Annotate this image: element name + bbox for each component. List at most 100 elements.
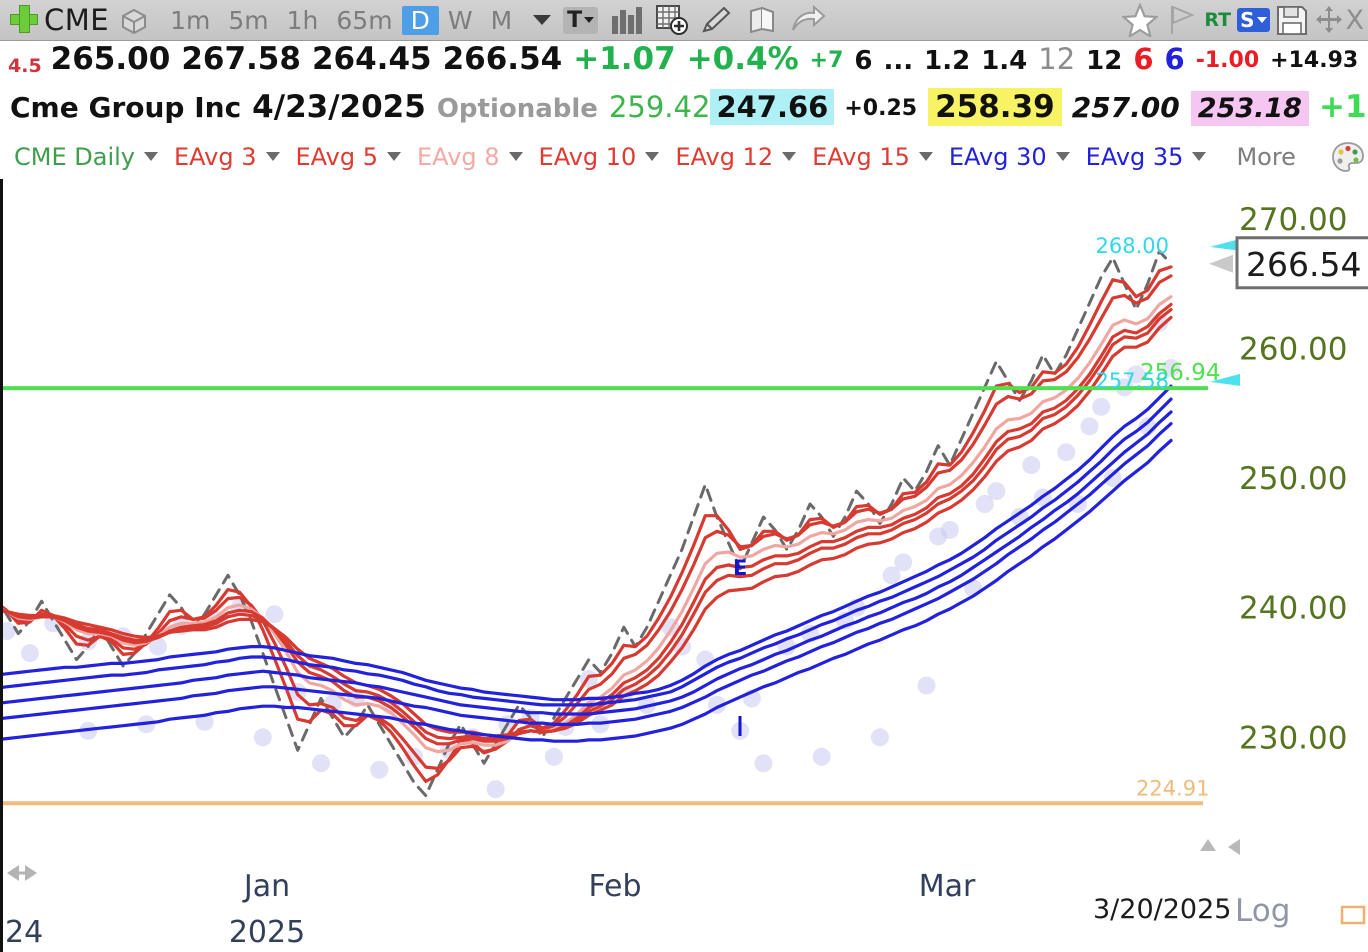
floppy-save-icon[interactable] <box>1276 4 1308 36</box>
indicator-eavg-12[interactable]: EAvg 12 <box>675 143 808 171</box>
star-icon[interactable] <box>1122 3 1159 37</box>
chevron-down-icon[interactable] <box>1192 152 1207 161</box>
move-icon[interactable] <box>1314 5 1344 35</box>
pencil-icon[interactable] <box>700 5 732 35</box>
indicator-label: EAvg 8 <box>417 142 500 171</box>
chevron-down-icon[interactable] <box>918 152 933 161</box>
metric-gray-12: 12 <box>1038 42 1076 76</box>
x-axis-month-label: Jan <box>242 869 290 904</box>
metric-negative: -1.00 <box>1195 48 1260 73</box>
x-axis-month-label: Mar <box>919 869 976 904</box>
series-line <box>3 397 1173 707</box>
close-icon[interactable]: X <box>1345 4 1365 36</box>
indicator-eavg-5[interactable]: EAvg 5 <box>296 143 414 171</box>
quote-row-secondary: Cme Group Inc 4/23/2025 Optionable 259.4… <box>0 88 1368 134</box>
metric-1-2: 1.2 <box>924 46 971 76</box>
quote-date: 4/23/2025 <box>252 89 426 125</box>
indicator-label: EAvg 12 <box>675 142 774 171</box>
copy-icon[interactable] <box>746 5 778 35</box>
cyan-highlight-value: 247.66 <box>710 89 835 125</box>
small-change-value: +0.25 <box>844 96 918 121</box>
series-line <box>3 422 1173 727</box>
alert-box-icon[interactable] <box>1340 905 1366 925</box>
indicator-eavg-3[interactable]: EAvg 3 <box>174 143 292 171</box>
last-price-value: 266.54 <box>1246 245 1361 284</box>
bar-chart-icon[interactable] <box>610 6 644 34</box>
timeframe-monthly[interactable]: M <box>490 5 513 35</box>
chevron-down-icon[interactable] <box>782 152 797 161</box>
timeframe-weekly[interactable]: W <box>447 5 473 35</box>
chevron-down-icon[interactable] <box>508 152 523 161</box>
series-line <box>3 295 1173 754</box>
series-line <box>3 315 1173 738</box>
realtime-label[interactable]: RT <box>1204 9 1232 31</box>
indicator-label: EAvg 35 <box>1085 142 1184 171</box>
axis-marker-arrow <box>1210 238 1240 251</box>
scroll-up-handle[interactable] <box>1200 839 1216 851</box>
chart-canvas[interactable]: 256.94 224.91 268.00 257.58 270.00 260.00 250.… <box>3 179 1368 952</box>
earnings-marker-label[interactable]: E <box>733 556 747 580</box>
horizontal-line-label: 256.94 <box>1140 360 1220 386</box>
chevron-down-icon <box>1256 17 1267 23</box>
axis-marker-label: 257.58 <box>1096 369 1169 393</box>
indicator-bar: CME Daily EAvg 3 EAvg 5 EAvg 8 EAvg 10 E… <box>0 134 1368 179</box>
indicator-label: EAvg 15 <box>812 142 910 171</box>
green-reference-value: 259.42 <box>608 90 711 124</box>
indicator-eavg-35[interactable]: EAvg 35 <box>1086 143 1219 171</box>
horizontal-resize-icon[interactable] <box>7 865 37 881</box>
indicator-eavg-10[interactable]: EAvg 10 <box>539 143 672 171</box>
last-price-box[interactable] <box>1235 236 1368 290</box>
style-badge-button[interactable]: S <box>1237 8 1270 32</box>
italic-reference-value: 257.00 <box>1071 91 1180 124</box>
y-axis-tick-label: 230.00 <box>1239 720 1347 756</box>
indicator-eavg-15[interactable]: EAvg 15 <box>812 143 945 171</box>
timeframe-1h[interactable]: 1h <box>286 5 319 35</box>
timeframe-65m[interactable]: 65m <box>336 5 393 35</box>
x-axis-month-label: Feb <box>588 869 641 904</box>
metric-1-4: 1.4 <box>981 46 1028 76</box>
chevron-down-icon <box>584 17 595 23</box>
flag-icon[interactable] <box>1168 4 1198 36</box>
symbol-label[interactable]: CME <box>44 3 110 37</box>
series-line <box>3 274 1173 771</box>
y-axis-tick-label: 260.00 <box>1239 332 1347 368</box>
timeframe-5m[interactable]: 5m <box>228 5 269 35</box>
metric-red-6: 6 <box>1133 42 1154 76</box>
low-value: 264.45 <box>311 41 432 77</box>
color-palette-icon[interactable] <box>1331 140 1365 174</box>
indicator-more-button[interactable]: More <box>1236 142 1296 171</box>
scroll-left-handle[interactable] <box>1228 839 1240 855</box>
style-badge-label: S <box>1240 8 1255 32</box>
price-chart-panel[interactable]: 256.94 224.91 268.00 257.58 270.00 260.00 250.… <box>0 179 1368 952</box>
chevron-down-icon[interactable] <box>143 152 158 161</box>
share-arrow-icon[interactable] <box>790 5 826 35</box>
main-toolbar: CME 1m 5m 1h 65m D W M T <box>0 0 1368 41</box>
y-axis-tick-label: 270.00 <box>1239 202 1347 238</box>
chevron-down-icon[interactable] <box>645 152 660 161</box>
chevron-down-icon[interactable] <box>533 15 552 25</box>
y-axis-tick-label: 240.00 <box>1239 591 1347 627</box>
x-axis-year-label: 2025 <box>229 915 305 950</box>
big-green-change: +13.36 <box>1318 89 1368 125</box>
ellipsis-value: ... <box>883 46 914 76</box>
indicator-eavg-30[interactable]: EAvg 30 <box>949 143 1082 171</box>
grid-add-icon[interactable] <box>656 5 689 35</box>
text-tool-button[interactable]: T <box>563 6 599 34</box>
cube-icon[interactable] <box>117 5 151 35</box>
plus-icon[interactable] <box>10 5 40 35</box>
indicator-cme-daily[interactable]: CME Daily <box>14 143 170 171</box>
axis-marker-label: 268.00 <box>1096 234 1169 258</box>
timeframe-daily[interactable]: D <box>401 5 439 35</box>
timeframe-1m[interactable]: 1m <box>170 5 211 35</box>
log-scale-toggle[interactable]: Log <box>1235 893 1290 929</box>
indicator-label: CME Daily <box>14 142 135 171</box>
chevron-down-icon[interactable] <box>1055 152 1070 161</box>
high-value: 267.58 <box>181 41 301 77</box>
chevron-down-icon[interactable] <box>387 152 402 161</box>
horizontal-line-label: 224.91 <box>1136 776 1209 800</box>
chevron-down-icon[interactable] <box>265 152 280 161</box>
indicator-label: EAvg 3 <box>173 142 257 171</box>
metric-blue-6: 6 <box>1164 42 1185 76</box>
indicator-eavg-8[interactable]: EAvg 8 <box>417 143 535 171</box>
indicator-label: EAvg 5 <box>295 142 379 171</box>
